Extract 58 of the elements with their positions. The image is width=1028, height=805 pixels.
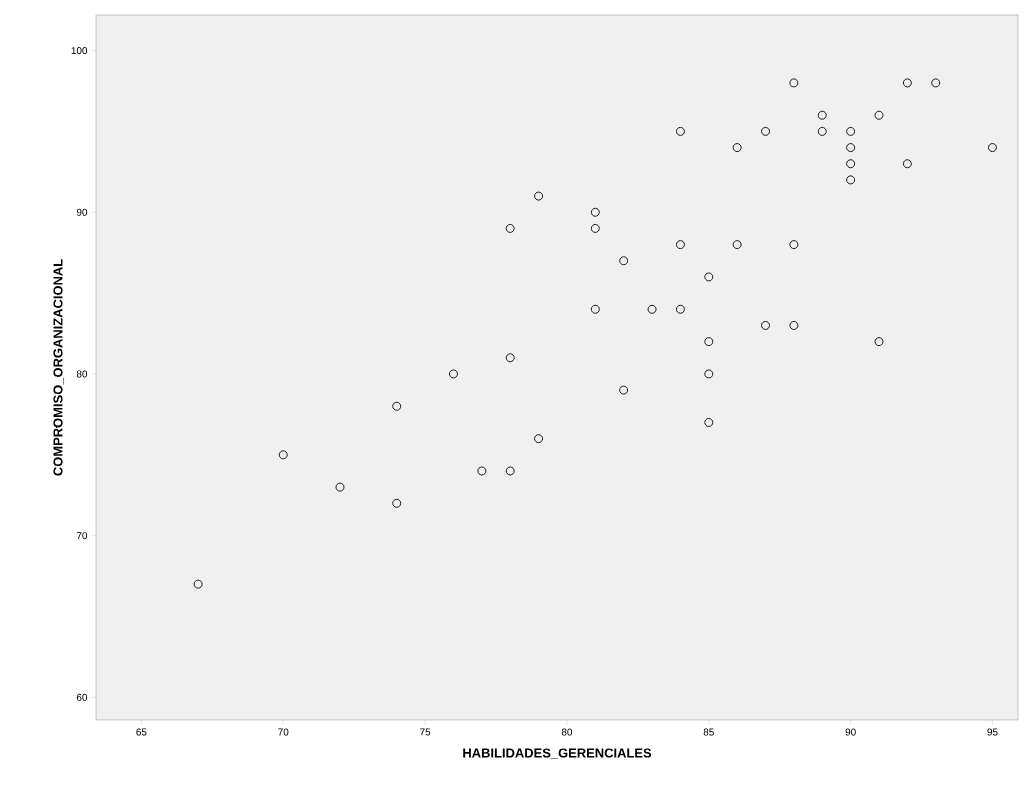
y-tick-label: 60 [76,693,88,701]
point [590,207,600,217]
x-tick-label: 65 [136,728,147,736]
point [817,110,827,120]
point [505,466,515,476]
x-tick-label: 95 [987,728,998,736]
x-tick-label: 75 [420,728,431,736]
x-tick-label: 90 [845,728,856,736]
point [902,159,912,169]
point [789,240,799,250]
point [817,126,827,136]
point [534,434,544,444]
point [278,450,288,460]
point [789,78,799,88]
x-tick-label: 80 [561,728,573,736]
point [619,256,629,266]
point [505,353,515,363]
point [335,482,345,492]
point [902,78,912,88]
point [874,110,884,120]
x-axis-title: HABILIDADES_GERENCIALES [463,748,652,760]
point [704,272,714,282]
y-tick-label: 90 [76,208,88,216]
y-tick-label: 70 [76,532,88,540]
point [590,304,600,314]
point [534,191,544,201]
point [704,369,714,379]
point [846,159,856,169]
point [647,304,657,314]
point [732,240,742,250]
point [477,466,487,476]
x-tick-label: 85 [703,728,714,736]
x-tick-label: 70 [278,728,289,736]
point [590,223,600,233]
y-tick-label: 100 [71,47,88,55]
point [846,126,856,136]
point [619,385,629,395]
point [392,498,402,508]
point [789,320,799,330]
y-axis-title: COMPROMISO_ORGANIZACIONAL [53,259,65,476]
point [761,126,770,136]
point [675,240,685,250]
point [449,369,458,379]
point [675,126,685,136]
point [732,143,742,153]
y-tick-label: 80 [76,370,88,378]
point [846,143,856,153]
point [392,401,402,411]
point [761,320,770,330]
point [988,143,997,153]
point [704,418,714,427]
point [193,579,203,589]
point [846,175,856,185]
point [874,337,884,347]
point [704,337,714,347]
point [931,78,941,88]
point [505,223,515,233]
point [675,304,685,314]
